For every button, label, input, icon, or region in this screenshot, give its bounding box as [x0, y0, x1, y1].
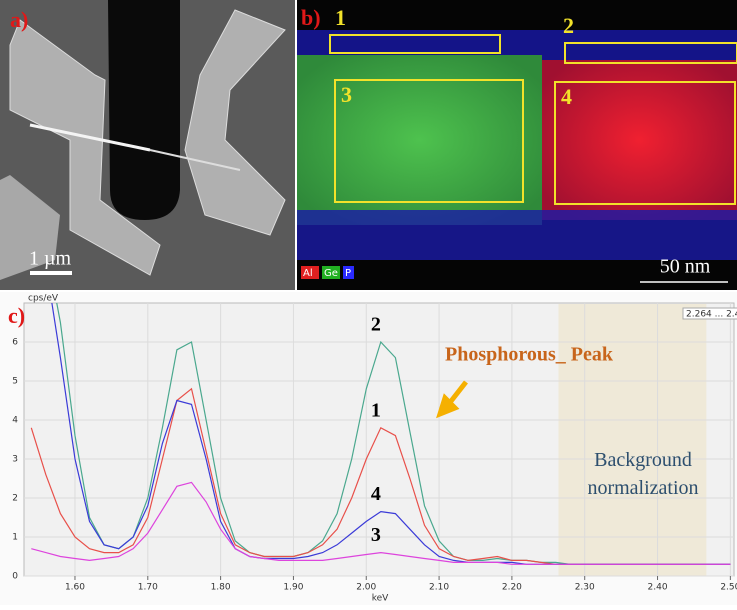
- y-tick-label: 4: [12, 416, 18, 426]
- legend-swatch: [343, 266, 354, 279]
- series-label: 2: [371, 314, 381, 336]
- region-label: 3: [341, 82, 352, 107]
- panel-c: 0 1 2 3 4 5 6 1.60 1.70 1.80 1.90 2.00 2.10 2.20 2.30 2…: [0, 292, 737, 605]
- x-tick-label: 1.60: [65, 583, 85, 593]
- x-tick-label: 2.30: [575, 583, 595, 593]
- plot-lines: [30, 303, 731, 565]
- y-tick-label: 5: [12, 377, 18, 387]
- y-axis-label: cps/eV: [28, 294, 59, 304]
- panel-a: a) 1 µm: [0, 0, 295, 290]
- legend-label: Ge: [324, 268, 338, 279]
- legend-label: P: [345, 268, 351, 279]
- annotation-arrow: [436, 380, 468, 419]
- region-label: 1: [335, 5, 346, 30]
- x-tick-label: 2.20: [502, 583, 522, 593]
- panel-label: c): [8, 303, 25, 328]
- annotation: Phosphorous_ Peak: [445, 344, 614, 366]
- panel-label: a): [10, 7, 28, 32]
- series-label: 1: [371, 399, 381, 421]
- range-box: [682, 307, 737, 320]
- legend-label: Al: [303, 268, 313, 279]
- x-tick-label: 1.70: [138, 583, 158, 593]
- scale-bar-label: 50 nm: [660, 256, 711, 278]
- legend-swatch: [322, 266, 340, 279]
- x-tick-label: 2.10: [429, 583, 449, 593]
- x-tick-label: 1.80: [211, 583, 231, 593]
- x-tick-label: 2.40: [648, 583, 668, 593]
- series-label: 4: [371, 483, 381, 505]
- element-legend: Al Ge P: [301, 266, 354, 279]
- spectrum-line: [31, 481, 731, 565]
- annotation: Background normalization: [587, 449, 698, 499]
- series-label: 3: [371, 524, 381, 546]
- y-tick-label: 0: [12, 572, 18, 582]
- panel-label: b): [301, 5, 321, 30]
- y-tick-label: 1: [12, 533, 18, 543]
- background-region: [558, 304, 707, 576]
- y-tick-label: 3: [12, 455, 18, 465]
- x-tick-label: 2.50: [720, 583, 737, 593]
- legend-swatch: [301, 266, 319, 279]
- range-label: 2.264 ... 2.467 keV: [686, 310, 737, 320]
- x-axis-label: keV: [372, 594, 389, 604]
- x-tick-label: 2.00: [356, 583, 376, 593]
- scale-bar-label: 1 µm: [29, 248, 72, 270]
- y-tick-label: 6: [12, 338, 18, 348]
- y-tick-label: 2: [12, 494, 18, 504]
- region-label: 4: [561, 84, 572, 109]
- region-label: 2: [563, 13, 574, 38]
- panel-b: b) 1 2 3 4 50 nm Al Ge P: [297, 0, 737, 290]
- x-tick-label: 1.90: [283, 583, 303, 593]
